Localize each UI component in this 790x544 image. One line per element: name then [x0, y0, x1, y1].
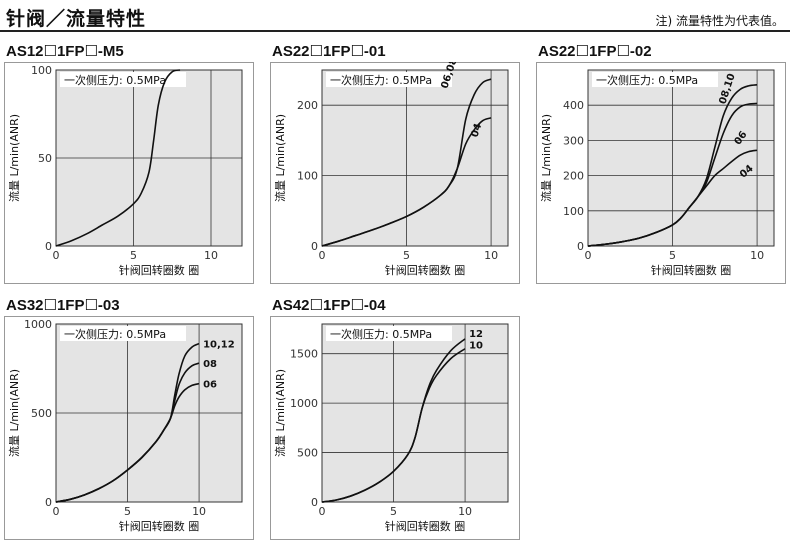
y-tick-label: 300 — [563, 134, 584, 147]
y-tick-label: 1000 — [24, 318, 52, 331]
y-tick-label: 100 — [563, 205, 584, 218]
annotation-bg — [326, 72, 452, 87]
chart-title: AS32☐1FP☐-03 — [6, 297, 120, 314]
x-tick-label: 0 — [53, 249, 60, 262]
chart-panel: AS32☐1FP☐-03 0 5 10 0 500 1000 一次侧压力: 0.5MPa 针阀… — [4, 296, 254, 540]
series-line — [321, 117, 492, 247]
panel-frame — [270, 316, 520, 540]
x-tick-label: 5 — [130, 249, 137, 262]
chart-title: AS42☐1FP☐-04 — [272, 297, 386, 314]
y-tick-label: 0 — [45, 496, 52, 509]
y-axis-label: 流量 L/min(ANR) — [273, 114, 287, 202]
page-header: 针阀／流量特性 注) 流量特性为代表值。 — [0, 0, 790, 34]
chart-panel: AS22☐1FP☐-02 0 5 10 0 100 200 300 400 一次侧压力: 0.5… — [536, 42, 786, 284]
x-axis-label: 针阀回转圈数 圈 — [651, 263, 732, 277]
x-axis-label: 针阀回转圈数 圈 — [119, 519, 200, 533]
page-title: 针阀／流量特性 — [6, 8, 147, 30]
series-label: 04 — [469, 122, 484, 139]
pressure-annotation: 一次侧压力: 0.5MPa — [596, 73, 698, 87]
y-tick-label: 200 — [297, 99, 318, 112]
chart-panel: AS42☐1FP☐-04 0 5 10 0 500 1000 1500 一次侧压力: 0.5M… — [270, 296, 520, 540]
y-tick-label: 100 — [297, 170, 318, 183]
pressure-annotation: 一次侧压力: 0.5MPa — [330, 327, 432, 341]
y-tick-label: 500 — [297, 447, 318, 460]
annotation-bg — [60, 326, 186, 341]
y-tick-label: 0 — [577, 240, 584, 253]
plot-area — [587, 69, 775, 247]
chart-panel: AS22☐1FP☐-01 0 5 10 0 100 200 一次侧压力: 0.5MPa 针阀回… — [270, 42, 520, 284]
series-line — [587, 149, 758, 247]
x-tick-label: 10 — [484, 249, 498, 262]
y-tick-label: 0 — [45, 240, 52, 253]
x-tick-label: 0 — [319, 249, 326, 262]
y-tick-label: 500 — [31, 407, 52, 420]
y-tick-label: 100 — [31, 64, 52, 77]
x-tick-label: 5 — [403, 249, 410, 262]
y-tick-label: 0 — [311, 240, 318, 253]
header-rule — [0, 30, 790, 32]
series-label: 08 — [203, 359, 217, 370]
y-tick-label: 400 — [563, 99, 584, 112]
pressure-annotation: 一次侧压力: 0.5MPa — [330, 73, 432, 87]
chart-panel: AS12☐1FP☐-M5 0 5 10 0 50 100 一次侧压力: 0.5MPa 针阀回转… — [4, 42, 254, 284]
pressure-annotation: 一次侧压力: 0.5MPa — [64, 73, 166, 87]
x-axis-label: 针阀回转圈数 圈 — [385, 519, 466, 533]
chart-title: AS12☐1FP☐-M5 — [6, 43, 124, 60]
chart-svg: 0 5 10 0 500 1000 一次侧压力: 0.5MPa 针阀回转圈数 圈 流量 L/mi… — [4, 316, 254, 540]
x-tick-label: 5 — [390, 505, 397, 518]
x-tick-label: 0 — [319, 505, 326, 518]
y-axis-label: 流量 L/min(ANR) — [539, 114, 553, 202]
series-line — [55, 382, 200, 503]
y-tick-label: 1500 — [290, 348, 318, 361]
y-tick-label: 200 — [563, 170, 584, 183]
annotation-bg — [60, 72, 186, 87]
x-axis-label: 针阀回转圈数 圈 — [385, 263, 466, 277]
chart-title: AS22☐1FP☐-02 — [538, 43, 652, 60]
series-label: 12 — [469, 329, 483, 340]
series-label: 10 — [469, 341, 483, 352]
y-tick-label: 50 — [38, 152, 52, 165]
x-tick-label: 5 — [124, 505, 131, 518]
panel-frame — [4, 316, 254, 540]
x-tick-label: 10 — [192, 505, 206, 518]
series-line — [55, 69, 181, 247]
annotation-bg — [592, 72, 718, 87]
y-axis-label: 流量 L/min(ANR) — [273, 369, 287, 457]
pressure-annotation: 一次侧压力: 0.5MPa — [64, 327, 166, 341]
x-axis-label: 针阀回转圈数 圈 — [119, 263, 200, 277]
annotation-bg — [326, 326, 452, 341]
x-tick-label: 0 — [585, 249, 592, 262]
x-tick-label: 0 — [53, 505, 60, 518]
panel-frame — [4, 62, 254, 284]
x-tick-label: 10 — [750, 249, 764, 262]
x-tick-label: 10 — [204, 249, 218, 262]
chart-svg: 0 5 10 0 500 1000 1500 一次侧压力: 0.5MPa 针阀回转圈数 圈 流量 … — [270, 316, 520, 540]
series-line — [321, 348, 466, 503]
footnote: 注) 流量特性为代表值。 — [655, 14, 785, 28]
y-axis-label: 流量 L/min(ANR) — [7, 114, 21, 202]
chart-title: AS22☐1FP☐-01 — [272, 43, 386, 60]
x-tick-label: 10 — [458, 505, 472, 518]
panel-frame — [536, 62, 786, 284]
plot-area — [321, 69, 509, 247]
y-tick-label: 1000 — [290, 397, 318, 410]
panel-frame — [270, 62, 520, 284]
y-axis-label: 流量 L/min(ANR) — [7, 369, 21, 457]
y-tick-label: 0 — [311, 496, 318, 509]
series-label: 10,12 — [203, 340, 235, 351]
series-label: 06 — [203, 380, 217, 391]
x-tick-label: 5 — [669, 249, 676, 262]
